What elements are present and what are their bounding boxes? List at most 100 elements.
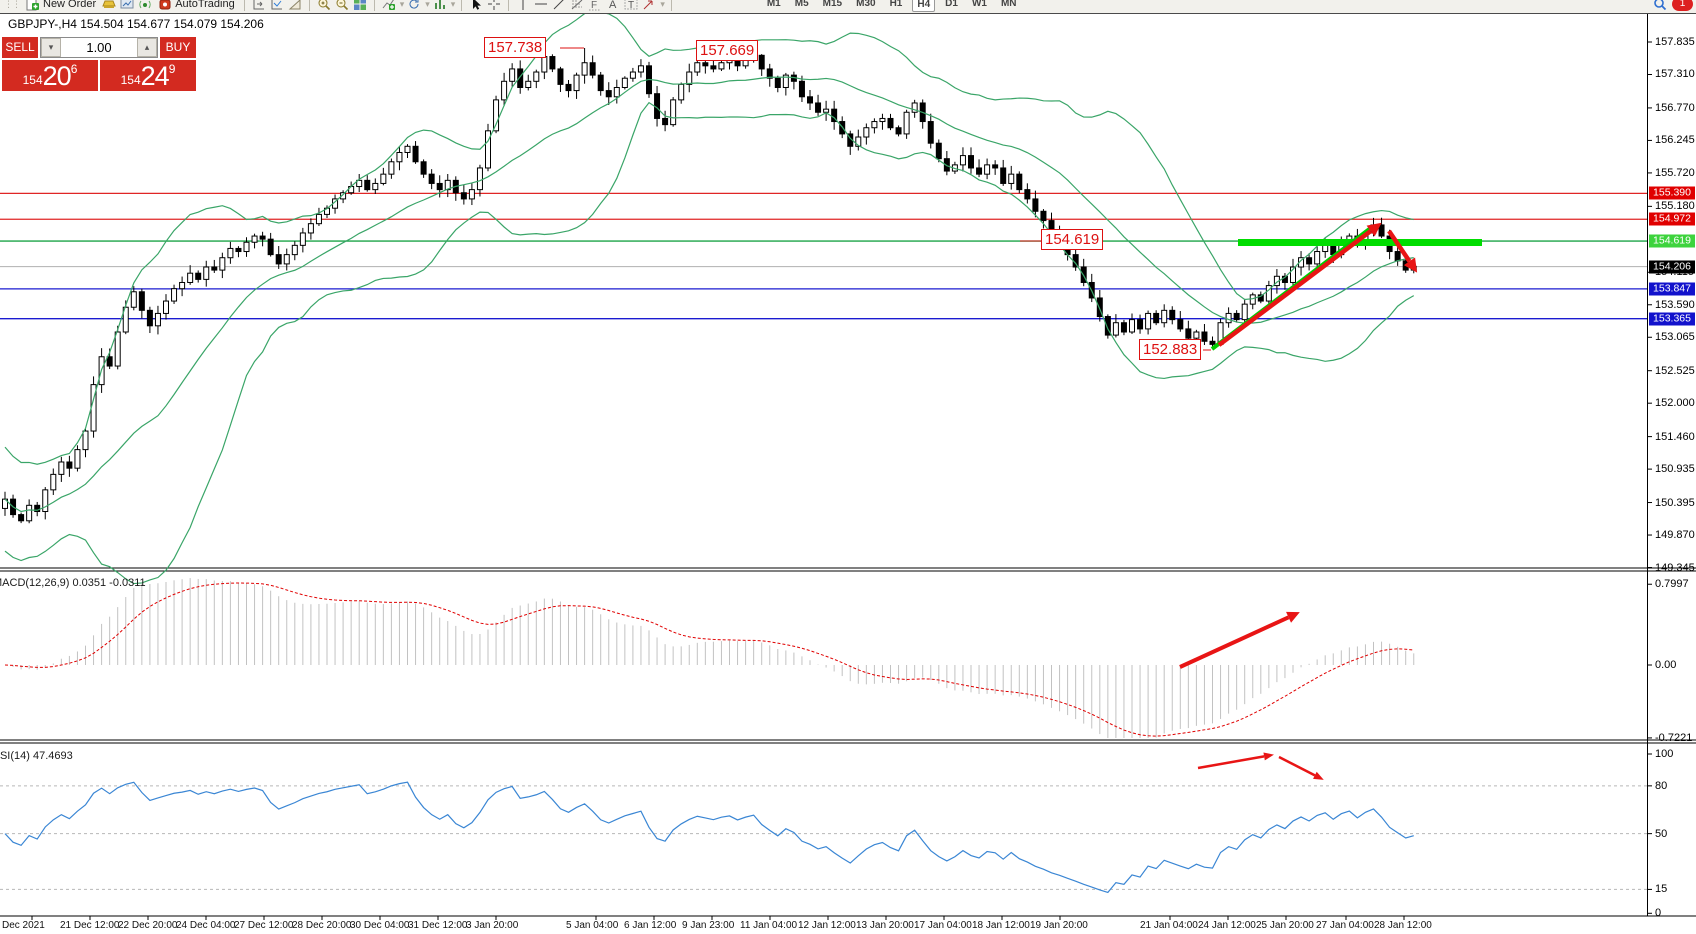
price-tick-label: 153.590 — [1655, 298, 1695, 311]
time-axis-label: Dec 2021 — [2, 920, 45, 931]
crosshair-icon[interactable] — [487, 0, 501, 11]
toolbar-grip[interactable]: ⋮⋮ — [4, 0, 21, 9]
fibo-channel-icon[interactable]: F — [588, 0, 602, 11]
zoom-in-icon[interactable] — [317, 0, 331, 11]
timeframe-button-m5[interactable]: M5 — [794, 0, 809, 9]
macd-scale-label: 0.7997 — [1655, 578, 1689, 591]
time-axis-label: 11 Jan 04:00 — [740, 920, 798, 931]
zoom-out-icon[interactable] — [335, 0, 349, 11]
sell-price-big: 20 — [42, 61, 72, 91]
price-level-badge: 153.847 — [1649, 282, 1695, 296]
time-axis-label: 24 Jan 12:00 — [1198, 920, 1256, 931]
price-tick-label: 151.460 — [1655, 430, 1695, 443]
search-icon[interactable] — [1653, 0, 1667, 11]
buy-button[interactable]: BUY — [160, 37, 196, 58]
new-order-button[interactable]: New Order — [24, 0, 98, 11]
sell-price-box[interactable]: 154 20 6 — [2, 60, 98, 91]
sell-price-sup: 6 — [70, 62, 78, 76]
price-tick-label: 157.310 — [1655, 68, 1695, 81]
price-annotation-label[interactable]: 152.883 — [1139, 339, 1202, 360]
autoscroll-icon[interactable] — [270, 0, 284, 11]
time-axis-label: 3 Jan 20:00 — [466, 920, 519, 931]
indicators-icon[interactable] — [382, 0, 396, 11]
buy-price-big: 24 — [140, 61, 170, 91]
price-tick-label: 150.395 — [1655, 496, 1695, 509]
text-icon[interactable]: A — [606, 0, 620, 11]
timeframe-button-w1[interactable]: W1 — [971, 0, 987, 9]
timeframe-button-m30[interactable]: M30 — [856, 0, 876, 9]
indicators-dropdown-caret[interactable]: ▾ — [399, 0, 404, 9]
cursor-icon[interactable] — [469, 0, 483, 11]
time-axis-label: 18 Jan 12:00 — [972, 920, 1030, 931]
price-annotation-label[interactable]: 157.669 — [696, 40, 759, 61]
time-axis-label: 27 Jan 04:00 — [1316, 920, 1374, 931]
gold-icon[interactable] — [102, 0, 116, 11]
horizontal-line-icon[interactable] — [534, 0, 548, 11]
shapes-arrow-icon[interactable] — [642, 0, 656, 11]
trendline-icon[interactable] — [552, 0, 566, 11]
buy-price-box[interactable]: 154 24 9 — [100, 60, 196, 91]
chart-type-icon[interactable] — [433, 0, 447, 11]
price-annotation-label[interactable]: 154.619 — [1041, 229, 1104, 250]
price-level-badge: 154.972 — [1649, 212, 1695, 226]
text-label-icon[interactable]: T — [624, 0, 638, 11]
price-tick-label: 152.000 — [1655, 397, 1695, 410]
fibonacci-icon[interactable] — [570, 0, 584, 11]
ruler-icon[interactable] — [288, 0, 302, 11]
buy-price-base: 154 — [120, 73, 141, 87]
timeframe-button-d1[interactable]: D1 — [945, 0, 958, 9]
chart-shift-icon[interactable] — [252, 0, 266, 11]
price-tick-label: 149.345 — [1655, 561, 1695, 574]
rsi-red-arrow-up — [1197, 755, 1265, 770]
tile-windows-icon[interactable] — [353, 0, 367, 11]
timeframe-button-m15[interactable]: M15 — [822, 0, 843, 9]
price-tick-label: 153.065 — [1655, 331, 1695, 344]
candles — [2, 48, 1417, 524]
macd-label: MACD(12,26,9) 0.0351 -0.0311 — [0, 577, 146, 589]
macd-signal-line — [4, 582, 1414, 737]
timeframe-button-m1[interactable]: M1 — [766, 0, 781, 9]
rsi-label: RSI(14) 47.4693 — [0, 750, 73, 762]
bollinger-lower — [4, 101, 1415, 585]
price-annotation-label[interactable]: 157.738 — [484, 37, 547, 58]
rsi-line — [4, 781, 1414, 894]
bollinger-middle — [4, 76, 1414, 513]
red-arrow-up — [1217, 229, 1372, 347]
price-tick-label: 156.245 — [1655, 134, 1695, 147]
volume-increase-button[interactable]: ▴ — [137, 38, 157, 57]
price-tick-label: 156.770 — [1655, 101, 1695, 114]
time-axis-label: 6 Jan 12:00 — [624, 920, 677, 931]
current-price-badge: 154.206 — [1649, 260, 1695, 274]
time-axis-label: 21 Jan 04:00 — [1140, 920, 1198, 931]
time-axis-label: 30 Dec 04:00 — [350, 920, 410, 931]
time-axis-label: 12 Jan 12:00 — [798, 920, 856, 931]
timeframe-button-h4[interactable]: H4 — [912, 0, 936, 12]
sell-button[interactable]: SELL — [2, 37, 38, 58]
timeframe-button-mn[interactable]: MN — [1000, 0, 1017, 9]
autotrading-button[interactable]: AutoTrading — [156, 0, 237, 11]
signals-icon[interactable] — [138, 0, 152, 11]
chart-type-dropdown-caret[interactable]: ▾ — [450, 0, 455, 9]
publish-chart-icon[interactable] — [120, 0, 134, 11]
cycles-dropdown-caret[interactable]: ▾ — [425, 0, 429, 9]
rsi-scale-label: 100 — [1655, 748, 1674, 760]
vertical-line-icon[interactable] — [516, 0, 530, 11]
rsi-scale-label: 80 — [1655, 779, 1668, 792]
autotrading-label: AutoTrading — [175, 0, 235, 10]
volume-input[interactable] — [61, 38, 137, 57]
time-axis-label: 24 Dec 04:00 — [176, 920, 236, 931]
volume-decrease-button[interactable]: ▾ — [41, 38, 61, 57]
price-tick-label: 157.835 — [1655, 36, 1695, 48]
time-axis-label: 17 Jan 04:00 — [914, 920, 972, 931]
svg-text:F: F — [591, 0, 597, 11]
bollinger-upper — [4, 10, 1414, 465]
svg-text:A: A — [609, 0, 617, 11]
price-level-badge: 153.365 — [1649, 312, 1695, 326]
timeframe-button-h1[interactable]: H1 — [889, 0, 903, 9]
notifications-badge[interactable]: 1 — [1672, 0, 1693, 11]
chart-ohlc-header: GBPJPY-,H4 154.504 154.677 154.079 154.2… — [8, 17, 264, 31]
macd-histogram — [12, 578, 1415, 738]
cycles-icon[interactable] — [407, 0, 421, 11]
shapes-dropdown-caret[interactable]: ▾ — [660, 0, 664, 9]
